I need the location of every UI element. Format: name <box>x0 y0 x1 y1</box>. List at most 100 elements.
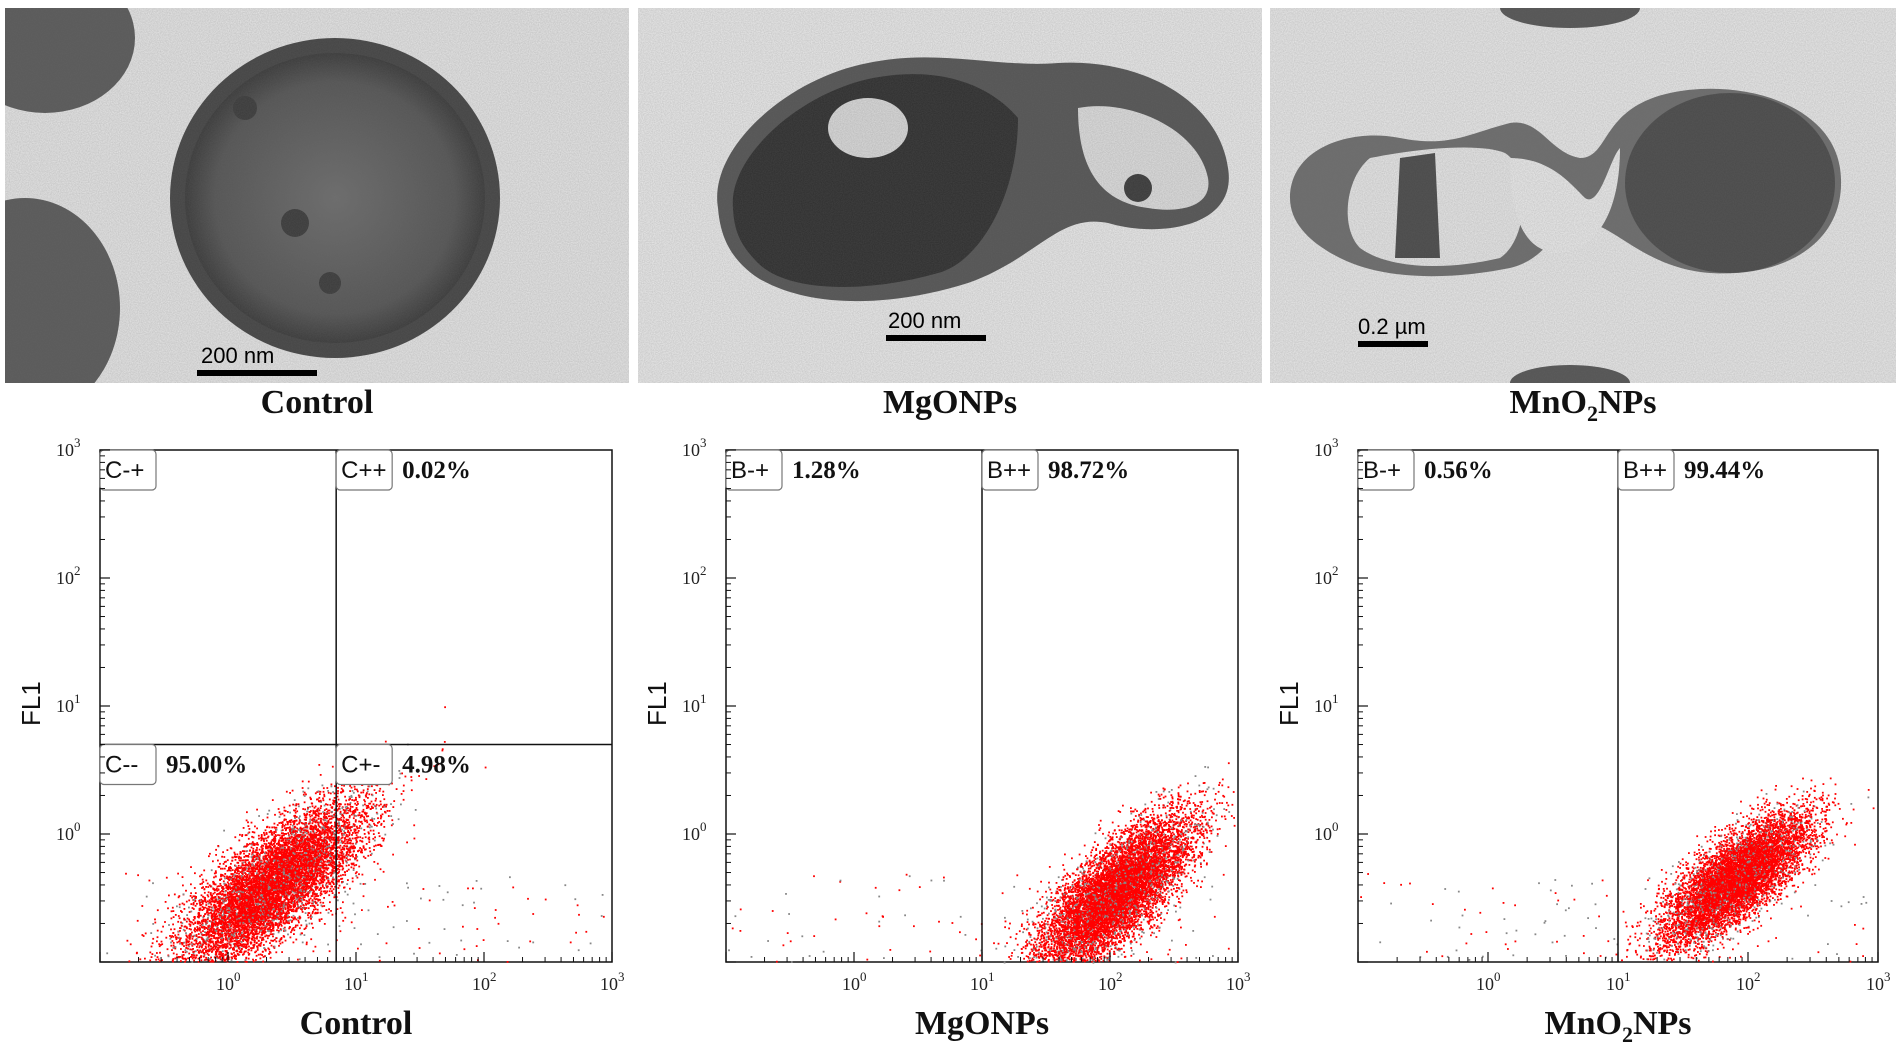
scatter-point <box>307 847 310 850</box>
scatter-point <box>338 884 341 887</box>
scatter-point <box>171 959 174 962</box>
scatter-point <box>262 851 265 854</box>
scatter-point <box>181 954 184 957</box>
scatter-point <box>257 858 259 861</box>
scatter-point <box>367 831 370 834</box>
scatter-point <box>283 861 285 863</box>
scatter-point <box>374 878 376 881</box>
scatter-point <box>260 837 262 839</box>
scatter-point <box>189 936 191 938</box>
scatter-point <box>266 917 269 920</box>
scatter-point <box>305 903 307 906</box>
scatter-point <box>338 868 341 871</box>
scatter-point <box>311 893 314 895</box>
scatter-point <box>342 825 345 828</box>
scatter-point <box>182 957 185 960</box>
scatter-point <box>349 858 351 861</box>
scatter-point <box>372 837 375 840</box>
scatter-point <box>191 896 193 899</box>
scatter-point <box>379 843 382 846</box>
scatter-point <box>316 870 319 873</box>
scatter-point <box>273 863 276 865</box>
scatter-point <box>225 906 228 909</box>
scatter-point <box>320 893 323 895</box>
scatter-point <box>154 921 157 924</box>
scatter-point <box>346 870 348 872</box>
scatter-point <box>390 824 393 827</box>
scatter-point <box>236 853 239 856</box>
scatter-point <box>199 924 202 927</box>
scatter-point <box>296 852 298 854</box>
scatter-point <box>231 875 234 877</box>
scatter-point <box>313 837 316 840</box>
scatter-point <box>313 806 316 809</box>
scatter-point <box>210 920 213 923</box>
scatter-point <box>344 826 347 828</box>
scatter-point <box>230 891 233 894</box>
scatter-point <box>256 941 258 944</box>
scatter-point <box>323 863 325 866</box>
scatter-point <box>270 840 273 843</box>
scatter-point <box>260 871 263 874</box>
scatter-point <box>222 957 225 960</box>
scatter-point <box>380 808 382 810</box>
scatter-point <box>343 820 345 822</box>
scatter-point <box>222 880 225 883</box>
scatter-point <box>283 819 286 822</box>
scatter-point <box>239 912 242 915</box>
scatter-point <box>254 915 257 917</box>
scatter-point <box>255 919 258 921</box>
scatter-point <box>223 856 226 858</box>
scatter-point <box>343 840 346 842</box>
scatter-point <box>268 861 270 864</box>
scatter-point <box>299 820 302 822</box>
scatter-point <box>279 865 282 868</box>
scatter-point <box>295 841 298 844</box>
scatter-point <box>256 866 259 869</box>
scatter-point <box>319 820 322 822</box>
scatter-point <box>205 943 208 946</box>
scatter-point <box>282 853 285 855</box>
scatter-point <box>296 823 299 826</box>
scatter-point <box>245 910 248 913</box>
scatter-point <box>253 844 256 846</box>
scatter-point <box>313 832 316 835</box>
scatter-point <box>327 867 330 870</box>
scatter-point <box>304 850 307 853</box>
scatter-point <box>240 918 242 920</box>
scatter-point <box>271 922 273 925</box>
scatter-point <box>309 865 312 868</box>
scatter-point <box>233 954 236 956</box>
scatter-point <box>273 850 276 853</box>
scatter-point <box>285 865 288 868</box>
scatter-point <box>193 916 196 918</box>
scatter-point <box>265 839 268 842</box>
scatter-point <box>270 832 273 835</box>
scatter-point <box>345 838 348 841</box>
scatter-point <box>276 877 279 880</box>
scatter-point <box>172 944 175 947</box>
scatter-point <box>295 816 298 818</box>
scatter-point <box>347 830 350 832</box>
scatter-point <box>235 937 238 939</box>
scatter-point <box>383 820 385 823</box>
scatter-point <box>346 805 348 808</box>
scatter-point <box>158 960 161 963</box>
scatter-point <box>209 885 212 888</box>
scatter-point <box>311 838 314 841</box>
scatter-point <box>266 928 269 930</box>
scatter-point <box>294 880 296 883</box>
scatter-point <box>203 918 205 921</box>
scatter-point <box>296 897 299 900</box>
scatter-point <box>352 810 355 812</box>
scatter-point <box>294 917 296 920</box>
scatter-point <box>356 855 359 858</box>
scatter-point <box>251 928 254 931</box>
scatter-point <box>414 809 417 811</box>
scatter-point <box>334 815 336 817</box>
scatter-point <box>325 836 328 838</box>
scatter-point <box>207 895 210 898</box>
scatter-point <box>365 804 368 807</box>
scatter-point <box>298 819 301 821</box>
scatter-point <box>297 863 300 865</box>
